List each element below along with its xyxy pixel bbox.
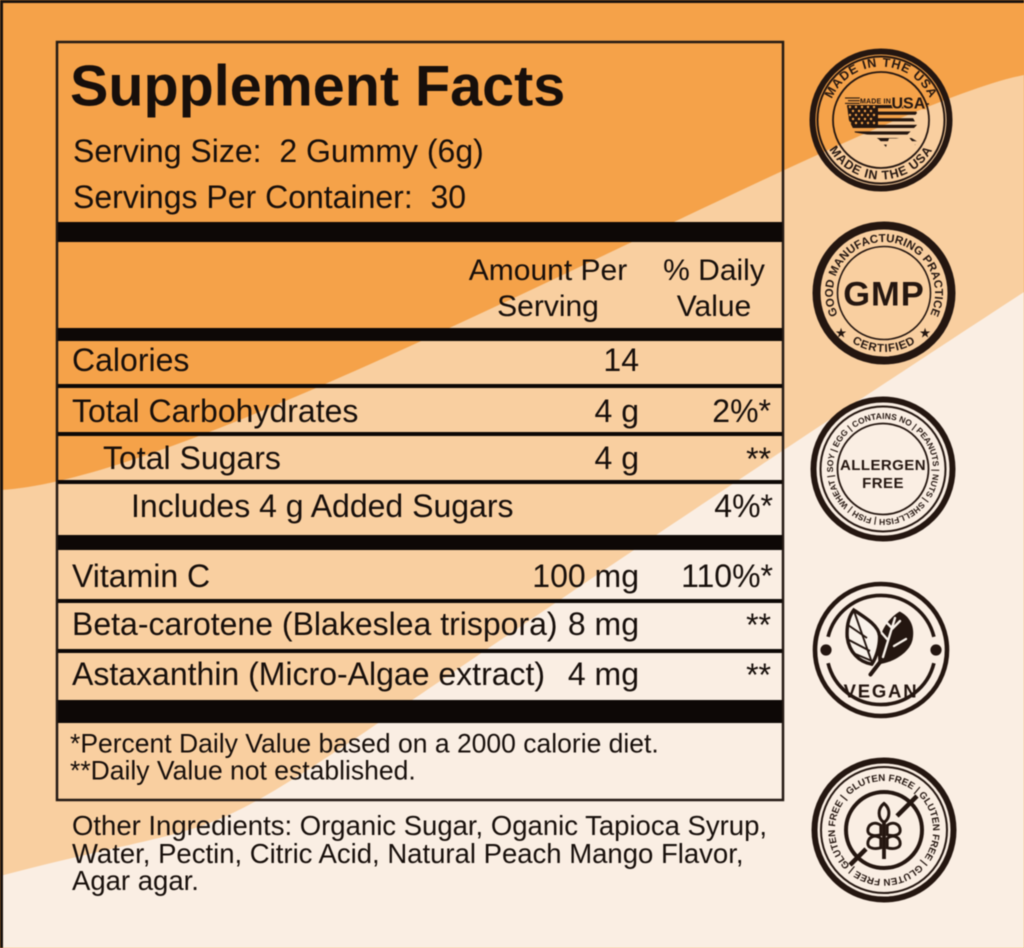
svg-text:★: ★: [919, 326, 931, 341]
svg-text:100 mg: 100 mg: [532, 558, 639, 594]
svg-text:Agar agar.: Agar agar.: [72, 865, 199, 896]
svg-text:% Daily: % Daily: [663, 254, 765, 287]
svg-text:Calories: Calories: [72, 342, 189, 378]
svg-text:Total Sugars: Total Sugars: [103, 440, 281, 476]
svg-text:**: **: [746, 441, 771, 477]
svg-text:Total Carbohydrates: Total Carbohydrates: [72, 393, 358, 429]
svg-text:**: **: [746, 607, 771, 643]
svg-text:Astaxanthin (Micro-Algae extra: Astaxanthin (Micro-Algae extract): [72, 656, 545, 692]
svg-text:Other Ingredients: Organic Sug: Other Ingredients: Organic Sugar, Oganic…: [72, 810, 767, 841]
svg-text:2%*: 2%*: [712, 393, 771, 429]
svg-text:4 g: 4 g: [595, 440, 639, 476]
svg-text:Beta-carotene (Blakeslea trisp: Beta-carotene (Blakeslea trispora): [72, 606, 558, 642]
svg-text:VEGAN: VEGAN: [844, 681, 919, 702]
svg-text:Supplement Facts: Supplement Facts: [70, 55, 565, 119]
svg-text:Includes 4 g Added Sugars: Includes 4 g Added Sugars: [131, 488, 514, 524]
svg-text:Amount Per: Amount Per: [469, 254, 627, 287]
svg-text:Serving Size: 2 Gummy (6g): Serving Size: 2 Gummy (6g): [73, 133, 484, 169]
svg-text:★: ★: [835, 326, 847, 341]
svg-text:4 mg: 4 mg: [568, 656, 639, 692]
svg-text:USA: USA: [892, 96, 926, 113]
svg-text:14: 14: [603, 342, 639, 378]
svg-text:8 mg: 8 mg: [568, 606, 639, 642]
svg-text:*Percent Daily Value based on: *Percent Daily Value based on a 2000 cal…: [70, 729, 659, 759]
svg-text:Vitamin C: Vitamin C: [72, 558, 210, 594]
svg-text:ALLERGEN: ALLERGEN: [840, 457, 926, 474]
svg-text:Serving: Serving: [497, 290, 599, 323]
svg-text:**: **: [746, 657, 771, 693]
svg-text:FREE: FREE: [862, 475, 904, 492]
svg-text:4%*: 4%*: [714, 488, 773, 524]
svg-text:**Daily Value not established.: **Daily Value not established.: [70, 756, 416, 786]
svg-text:4 g: 4 g: [595, 393, 639, 429]
svg-text:Water, Pectin, Citric Acid, Na: Water, Pectin, Citric Acid, Natural Peac…: [72, 838, 743, 869]
svg-text:GMP: GMP: [843, 276, 925, 314]
svg-text:Value: Value: [677, 290, 752, 323]
svg-text:Servings Per Container: 30: Servings Per Container: 30: [73, 179, 466, 215]
svg-text:MADE IN: MADE IN: [860, 99, 891, 106]
svg-text:110%*: 110%*: [681, 558, 773, 594]
